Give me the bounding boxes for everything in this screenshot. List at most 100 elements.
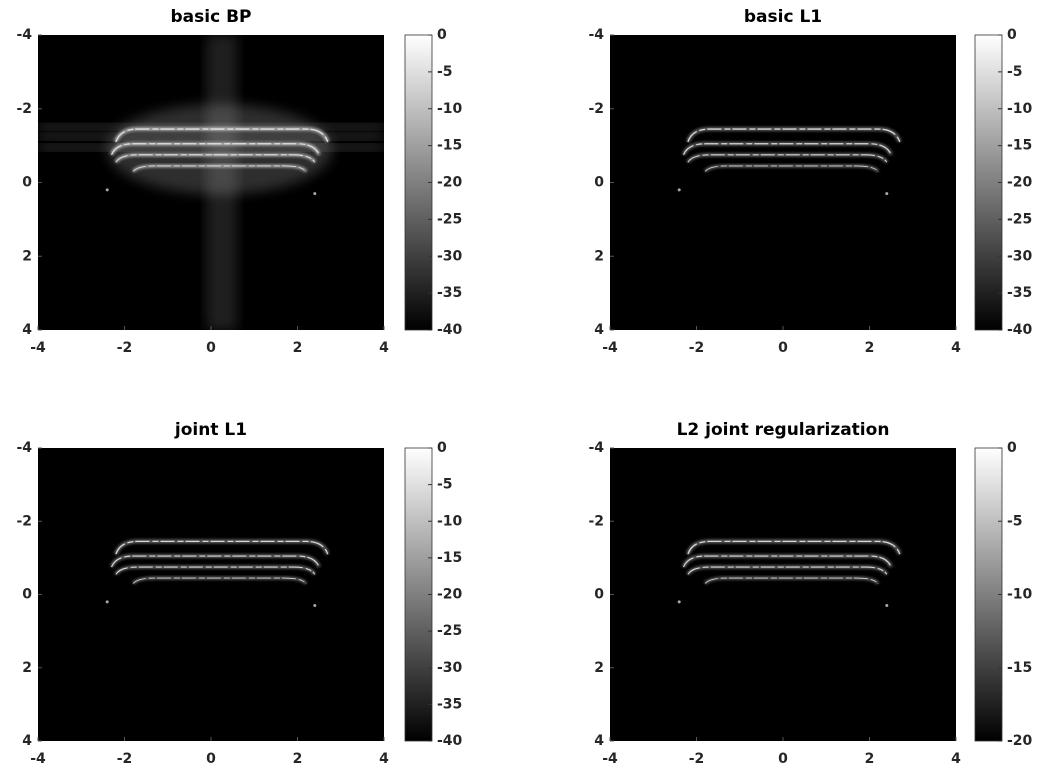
x-tick-label: -4 (602, 340, 618, 356)
image-background (38, 448, 384, 741)
colorbar-tick-label: -15 (1007, 138, 1032, 154)
streak (110, 143, 320, 156)
x-tick-label: 2 (865, 751, 875, 767)
x-tick-label: 0 (778, 751, 788, 767)
streak (682, 555, 892, 568)
x-tick-label: -4 (30, 751, 46, 767)
y-tick-label: 4 (22, 733, 32, 749)
y-tick-label: 2 (22, 660, 32, 676)
panel: L2 joint regularization-4 -2 0 2 4-4-20240-5… (588, 420, 1032, 767)
colorbar (404, 34, 433, 331)
streak (682, 143, 892, 156)
streak (687, 128, 901, 143)
y-tick-label: 4 (22, 322, 32, 338)
colorbar-tick-label: 0 (437, 27, 447, 43)
y-tick-label: 2 (594, 248, 604, 264)
panel: basic L1-4 -2 0 2 4-4-20240-5-10-15-20-25-30… (588, 7, 1032, 356)
image (677, 539, 902, 607)
colorbar-tick-label: -5 (1007, 64, 1023, 80)
colorbar-tick-label: -40 (437, 322, 463, 338)
colorbar-tick-label: -5 (437, 477, 453, 493)
clutter (107, 104, 333, 195)
streak (687, 540, 901, 555)
colorbar-tick-label: -20 (437, 587, 463, 603)
colorbar-tick-label: -15 (437, 138, 462, 154)
y-tick-label: 0 (594, 587, 604, 603)
speck (885, 603, 889, 607)
colorbar (974, 34, 1003, 331)
x-tick-label: -4 (602, 751, 618, 767)
x-tick-label: -4 (30, 340, 46, 356)
colorbar-tick-label: -15 (437, 550, 462, 566)
x-tick-label: 2 (865, 340, 875, 356)
streak (115, 566, 316, 575)
streak (115, 154, 316, 163)
y-tick-label: 4 (594, 322, 604, 338)
x-tick-label: 0 (206, 751, 216, 767)
colorbar-tick-label: -30 (437, 660, 463, 676)
streak (132, 577, 307, 584)
colorbar (404, 447, 433, 742)
speck (313, 603, 317, 607)
colorbar-tick-label: 0 (437, 440, 447, 456)
image (677, 126, 902, 196)
y-tick-label: -2 (16, 513, 32, 529)
colorbar-tick-label: -20 (1007, 175, 1033, 191)
image (38, 35, 384, 330)
colorbar-tick-label: -10 (437, 101, 463, 117)
speck (105, 188, 109, 192)
panel-title: basic BP (171, 7, 252, 27)
colorbar-tick-label: -40 (1007, 322, 1033, 338)
streak (132, 165, 307, 172)
streak (687, 566, 888, 575)
colorbar-tick-label: -5 (1007, 513, 1023, 529)
y-tick-label: -4 (588, 27, 604, 43)
streak (687, 154, 888, 163)
colorbar-tick-label: -10 (1007, 587, 1033, 603)
colorbar-tick-label: -20 (1007, 733, 1033, 749)
panel: joint L1-4 -2 0 2 4-4-20240-5-10-15-20-25-30… (16, 420, 462, 767)
y-tick-label: -2 (16, 101, 32, 117)
speck (677, 600, 681, 604)
image (105, 539, 330, 607)
colorbar-tick-label: -35 (437, 696, 462, 712)
panel: basic BP-4 -2 0 2 4-4-20240-5-10-15-20-25-30… (16, 7, 462, 356)
speck (105, 600, 109, 604)
x-tick-label: -2 (117, 340, 133, 356)
y-tick-label: -2 (588, 101, 604, 117)
y-tick-label: -4 (16, 27, 32, 43)
streak (115, 540, 329, 555)
panel-title: L2 joint regularization (677, 420, 890, 440)
colorbar-tick-label: -25 (437, 211, 462, 227)
colorbar-tick-label: -10 (1007, 101, 1033, 117)
speck (313, 192, 317, 196)
y-tick-label: 2 (594, 660, 604, 676)
x-tick-label: 0 (778, 340, 788, 356)
colorbar-tick-label: -30 (1007, 248, 1033, 264)
colorbar-tick-label: -25 (437, 623, 462, 639)
colorbar-tick-label: -25 (1007, 211, 1032, 227)
colorbar (974, 447, 1003, 742)
streak (110, 555, 320, 568)
y-tick-label: 0 (594, 175, 604, 191)
y-tick-label: -4 (588, 440, 604, 456)
colorbar-tick-label: -15 (1007, 660, 1032, 676)
y-tick-label: -2 (588, 513, 604, 529)
y-tick-label: 4 (594, 733, 604, 749)
x-tick-label: 0 (206, 340, 216, 356)
y-tick-label: 0 (22, 175, 32, 191)
colorbar-tick-label: -35 (437, 285, 462, 301)
x-tick-label: 4 (951, 751, 961, 767)
x-tick-label: 4 (379, 340, 389, 356)
image-background (610, 448, 956, 741)
colorbar-tick-label: -35 (1007, 285, 1032, 301)
colorbar-tick-label: -20 (437, 175, 463, 191)
y-tick-label: 0 (22, 587, 32, 603)
panel-title: basic L1 (744, 7, 822, 27)
panel-title: joint L1 (174, 420, 247, 440)
speck (885, 192, 889, 196)
y-tick-label: 2 (22, 248, 32, 264)
colorbar-tick-label: -40 (437, 733, 463, 749)
y-tick-label: -4 (16, 440, 32, 456)
x-tick-label: 2 (293, 340, 303, 356)
